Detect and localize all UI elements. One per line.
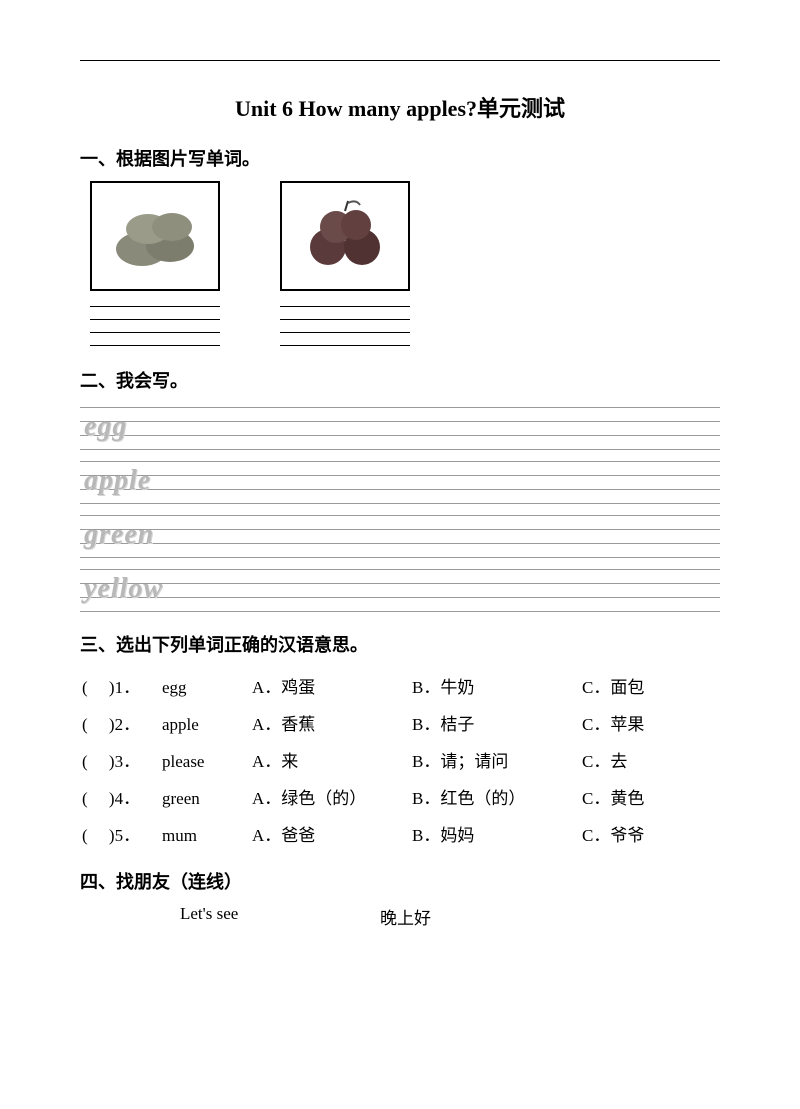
- q3-word: please: [160, 741, 250, 778]
- writing-row-egg[interactable]: egg: [80, 403, 720, 449]
- sample-word-green: green: [84, 519, 154, 551]
- q3-blank[interactable]: ( )5．: [80, 815, 160, 852]
- q3-opt-a: A．香蕉: [250, 704, 410, 741]
- section1-image-row: [90, 181, 720, 291]
- section3-heading: 三、选出下列单词正确的汉语意思。: [80, 631, 720, 657]
- section2-writing-block: egg apple green yellow: [80, 403, 720, 611]
- table-row: ( )2． apple A．香蕉 B．桔子 C．苹果: [80, 704, 720, 741]
- writing-row-green[interactable]: green: [80, 511, 720, 557]
- sample-word-apple: apple: [84, 465, 151, 497]
- answer-lines-col-2[interactable]: [280, 297, 410, 349]
- q3-blank[interactable]: ( )1．: [80, 667, 160, 704]
- q3-blank[interactable]: ( )2．: [80, 704, 160, 741]
- answer-lines-col-1[interactable]: [90, 297, 220, 349]
- sample-word-egg: egg: [84, 411, 127, 443]
- q3-opt-c: C．苹果: [580, 704, 720, 741]
- table-row: ( )5． mum A．爸爸 B．妈妈 C．爷爷: [80, 815, 720, 852]
- q3-word: mum: [160, 815, 250, 852]
- q3-word: apple: [160, 704, 250, 741]
- section1-heading: 一、根据图片写单词。: [80, 145, 720, 171]
- sample-word-yellow: yellow: [84, 573, 163, 605]
- q3-opt-b: B．请；请问: [410, 741, 580, 778]
- match-right: 晚上好: [380, 904, 431, 929]
- q3-opt-c: C．黄色: [580, 778, 720, 815]
- q3-word: egg: [160, 667, 250, 704]
- section3-table: ( )1． egg A．鸡蛋 B．牛奶 C．面包 ( )2． apple A．香…: [80, 667, 720, 852]
- match-row[interactable]: Let's see 晚上好: [180, 904, 720, 929]
- writing-row-yellow[interactable]: yellow: [80, 565, 720, 611]
- match-left: Let's see: [180, 904, 380, 929]
- page-top-rule: [80, 60, 720, 61]
- q3-blank[interactable]: ( )4．: [80, 778, 160, 815]
- section1-image-box-2: [280, 181, 410, 291]
- table-row: ( )4． green A．绿色（的） B．红色（的） C．黄色: [80, 778, 720, 815]
- section1-image-box-1: [90, 181, 220, 291]
- q3-blank[interactable]: ( )3．: [80, 741, 160, 778]
- q3-opt-a: A．爸爸: [250, 815, 410, 852]
- q3-opt-a: A．绿色（的）: [250, 778, 410, 815]
- section4-heading: 四、找朋友（连线）: [80, 868, 720, 894]
- table-row: ( )3． please A．来 B．请；请问 C．去: [80, 741, 720, 778]
- potatoes-icon: [100, 191, 210, 281]
- q3-opt-b: B．桔子: [410, 704, 580, 741]
- page-title: Unit 6 How many apples?单元测试: [80, 91, 720, 123]
- table-row: ( )1． egg A．鸡蛋 B．牛奶 C．面包: [80, 667, 720, 704]
- q3-opt-c: C．去: [580, 741, 720, 778]
- q3-word: green: [160, 778, 250, 815]
- q3-opt-b: B．牛奶: [410, 667, 580, 704]
- section2-heading: 二、我会写。: [80, 367, 720, 393]
- section1-answer-lines: [90, 297, 720, 349]
- q3-opt-b: B．红色（的）: [410, 778, 580, 815]
- apples-icon: [290, 191, 400, 281]
- q3-opt-b: B．妈妈: [410, 815, 580, 852]
- q3-opt-c: C．面包: [580, 667, 720, 704]
- q3-opt-a: A．鸡蛋: [250, 667, 410, 704]
- q3-opt-a: A．来: [250, 741, 410, 778]
- q3-opt-c: C．爷爷: [580, 815, 720, 852]
- writing-row-apple[interactable]: apple: [80, 457, 720, 503]
